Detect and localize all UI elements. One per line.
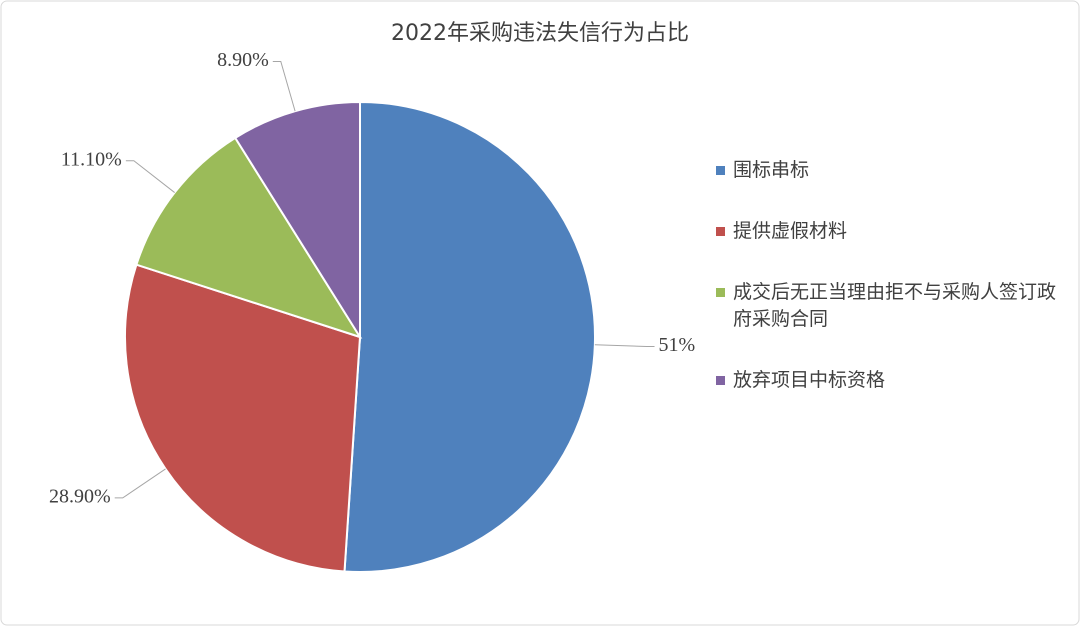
pie-slice	[233, 100, 361, 341]
legend-item: 提供虚假材料	[716, 218, 1056, 245]
legend: 围标串标提供虚假材料成交后无正当理由拒不与采购人签订政府采购合同放弃项目中标资格	[716, 157, 1056, 394]
data-label: 8.90%	[217, 49, 269, 71]
legend-swatch	[716, 288, 725, 297]
legend-item: 成交后无正当理由拒不与采购人签订政府采购合同	[716, 279, 1056, 333]
leader-line	[272, 60, 296, 112]
data-label: 28.90%	[49, 486, 111, 508]
pie-slice	[135, 136, 363, 339]
data-label: 11.10%	[61, 148, 122, 170]
leader-line	[594, 344, 655, 347]
leader-line	[114, 468, 166, 499]
legend-label: 提供虚假材料	[733, 220, 848, 242]
legend-swatch	[716, 376, 725, 385]
leader-line	[125, 160, 175, 193]
pie-slice	[124, 263, 362, 573]
legend-item: 放弃项目中标资格	[716, 367, 1056, 394]
chart-title: 2022年采购违法失信行为占比	[391, 21, 689, 46]
legend-swatch	[716, 166, 725, 175]
pie-slice	[343, 100, 596, 573]
legend-label: 放弃项目中标资格	[733, 369, 886, 391]
legend-label: 围标串标	[733, 159, 810, 181]
legend-item: 围标串标	[716, 157, 1056, 184]
legend-label: 成交后无正当理由拒不与采购人签订政府采购合同	[733, 281, 1057, 330]
data-label: 51%	[659, 334, 696, 356]
legend-swatch	[716, 227, 725, 236]
